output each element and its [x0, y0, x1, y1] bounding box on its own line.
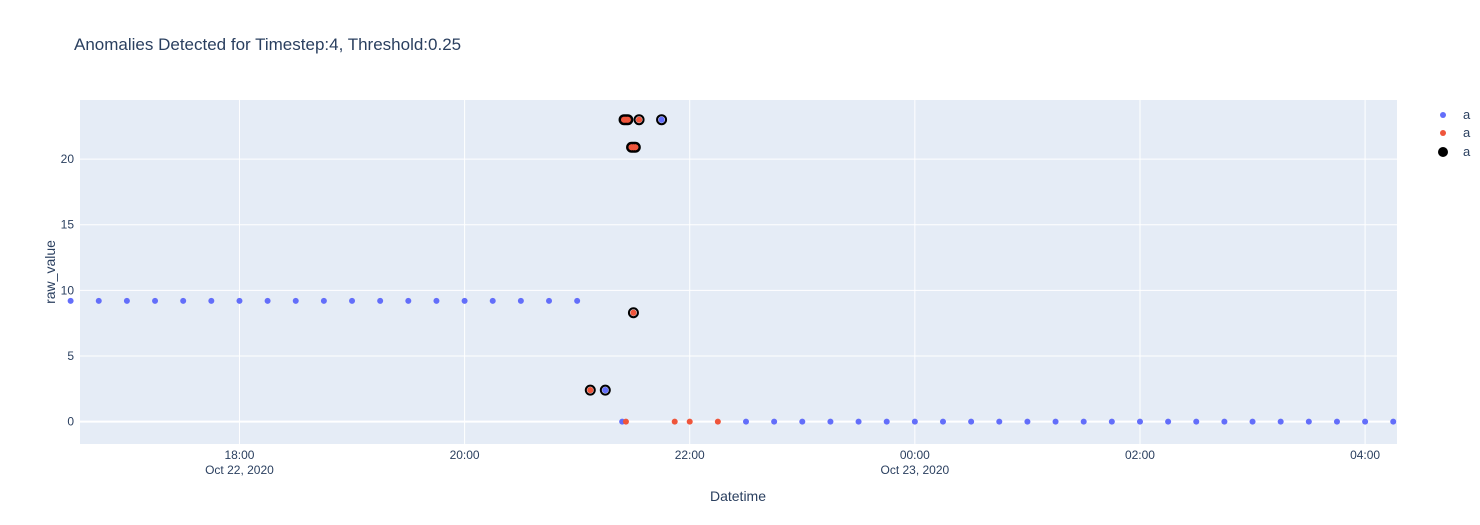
series-a-blue-point — [461, 297, 468, 304]
series-a-blue-point — [855, 418, 862, 425]
series-a-blue-point — [1249, 418, 1256, 425]
series-a-blue-point — [939, 418, 946, 425]
x-tick-label: 22:00 — [675, 448, 705, 462]
y-tick-label: 10 — [61, 283, 75, 297]
anomaly-inner-point — [630, 309, 637, 316]
y-axis-ticks: 0 5 10 15 20 — [61, 152, 75, 429]
x-tick-label: 20:00 — [450, 448, 480, 462]
x-tick-label: 18:00 — [224, 448, 254, 462]
anomaly-outline-point — [656, 114, 668, 126]
series-a-blue-point — [546, 297, 553, 304]
series-a-blue-point — [320, 297, 327, 304]
series-a-blue-point — [349, 297, 356, 304]
series-a-blue-point — [771, 418, 778, 425]
series-a-blue-point — [236, 297, 243, 304]
series-a-red-point — [622, 418, 629, 425]
series-a-red-point — [686, 418, 693, 425]
y-tick-label: 20 — [61, 152, 75, 166]
anomaly-inner-point — [587, 387, 594, 394]
series-a-blue-point — [95, 297, 102, 304]
series-a-blue-point — [152, 297, 159, 304]
series-a-blue-point — [433, 297, 440, 304]
anomaly-outline-point — [599, 384, 611, 396]
legend-marker — [1438, 147, 1448, 157]
plot-area — [80, 100, 1397, 444]
series-a-blue-point — [1108, 418, 1115, 425]
series-a-blue-point — [1221, 418, 1228, 425]
series-a-blue-point — [180, 297, 187, 304]
series-a-blue-point — [574, 297, 581, 304]
series-a-blue-point — [292, 297, 299, 304]
series-a-blue-point — [1333, 418, 1340, 425]
series-a-red-point — [714, 418, 721, 425]
x-tick-label: 00:00 — [900, 448, 930, 462]
series-a-blue-point — [67, 297, 74, 304]
series-a-blue-point — [1024, 418, 1031, 425]
series-a-blue-point — [264, 297, 271, 304]
series-a-blue-point — [968, 418, 975, 425]
legend-item[interactable]: a — [1440, 107, 1471, 122]
x-tick-date-label: Oct 22, 2020 — [205, 463, 274, 477]
series-a-blue-point — [517, 297, 524, 304]
series-a-blue-point — [1080, 418, 1087, 425]
legend-item[interactable]: a — [1440, 125, 1471, 140]
legend-label: a — [1463, 125, 1471, 140]
anomaly-outline-point — [627, 307, 639, 319]
chart-title: Anomalies Detected for Timestep:4, Thres… — [74, 35, 461, 54]
y-tick-label: 0 — [67, 415, 74, 429]
anomaly-outline-point — [584, 384, 596, 396]
y-tick-label: 5 — [67, 349, 74, 363]
data-markers — [67, 114, 1397, 425]
series-a-blue-point — [911, 418, 918, 425]
series-a-blue-point — [489, 297, 496, 304]
legend-marker — [1440, 112, 1446, 118]
series-a-blue-point — [1362, 418, 1369, 425]
series-a-blue-point — [377, 297, 384, 304]
anomaly-inner-point — [658, 116, 665, 123]
legend-marker — [1440, 130, 1446, 136]
legend-label: a — [1463, 144, 1471, 159]
series-a-blue-point — [799, 418, 806, 425]
series-a-blue-point — [1305, 418, 1312, 425]
y-tick-label: 15 — [61, 218, 75, 232]
series-a-blue-point — [123, 297, 130, 304]
x-tick-date-label: Oct 23, 2020 — [880, 463, 949, 477]
legend-item[interactable]: a — [1438, 144, 1471, 159]
x-tick-label: 02:00 — [1125, 448, 1155, 462]
legend[interactable]: aaa — [1438, 107, 1471, 159]
x-tick-label: 04:00 — [1350, 448, 1380, 462]
series-a-blue-point — [405, 297, 412, 304]
series-a-blue-point — [208, 297, 215, 304]
anomaly-inner-point — [636, 116, 643, 123]
series-a-blue-point — [1052, 418, 1059, 425]
anomaly-inner-point — [632, 144, 639, 151]
x-axis-title: Datetime — [710, 488, 766, 504]
series-a-blue-point — [1136, 418, 1143, 425]
anomaly-inner-point — [602, 387, 609, 394]
series-a-blue-point — [1390, 418, 1397, 425]
y-axis-title: raw_value — [42, 240, 58, 304]
series-a-blue-point — [743, 418, 750, 425]
series-a-blue-point — [827, 418, 834, 425]
series-a-blue-point — [1277, 418, 1284, 425]
series-a-blue-point — [1193, 418, 1200, 425]
series-a-blue-point — [883, 418, 890, 425]
anomaly-outline-point — [633, 114, 645, 126]
anomaly-inner-point — [624, 116, 631, 123]
series-a-red-point — [671, 418, 678, 425]
series-a-blue-point — [1165, 418, 1172, 425]
grid-lines — [80, 100, 1397, 444]
legend-label: a — [1463, 107, 1471, 122]
series-a-blue-point — [996, 418, 1003, 425]
